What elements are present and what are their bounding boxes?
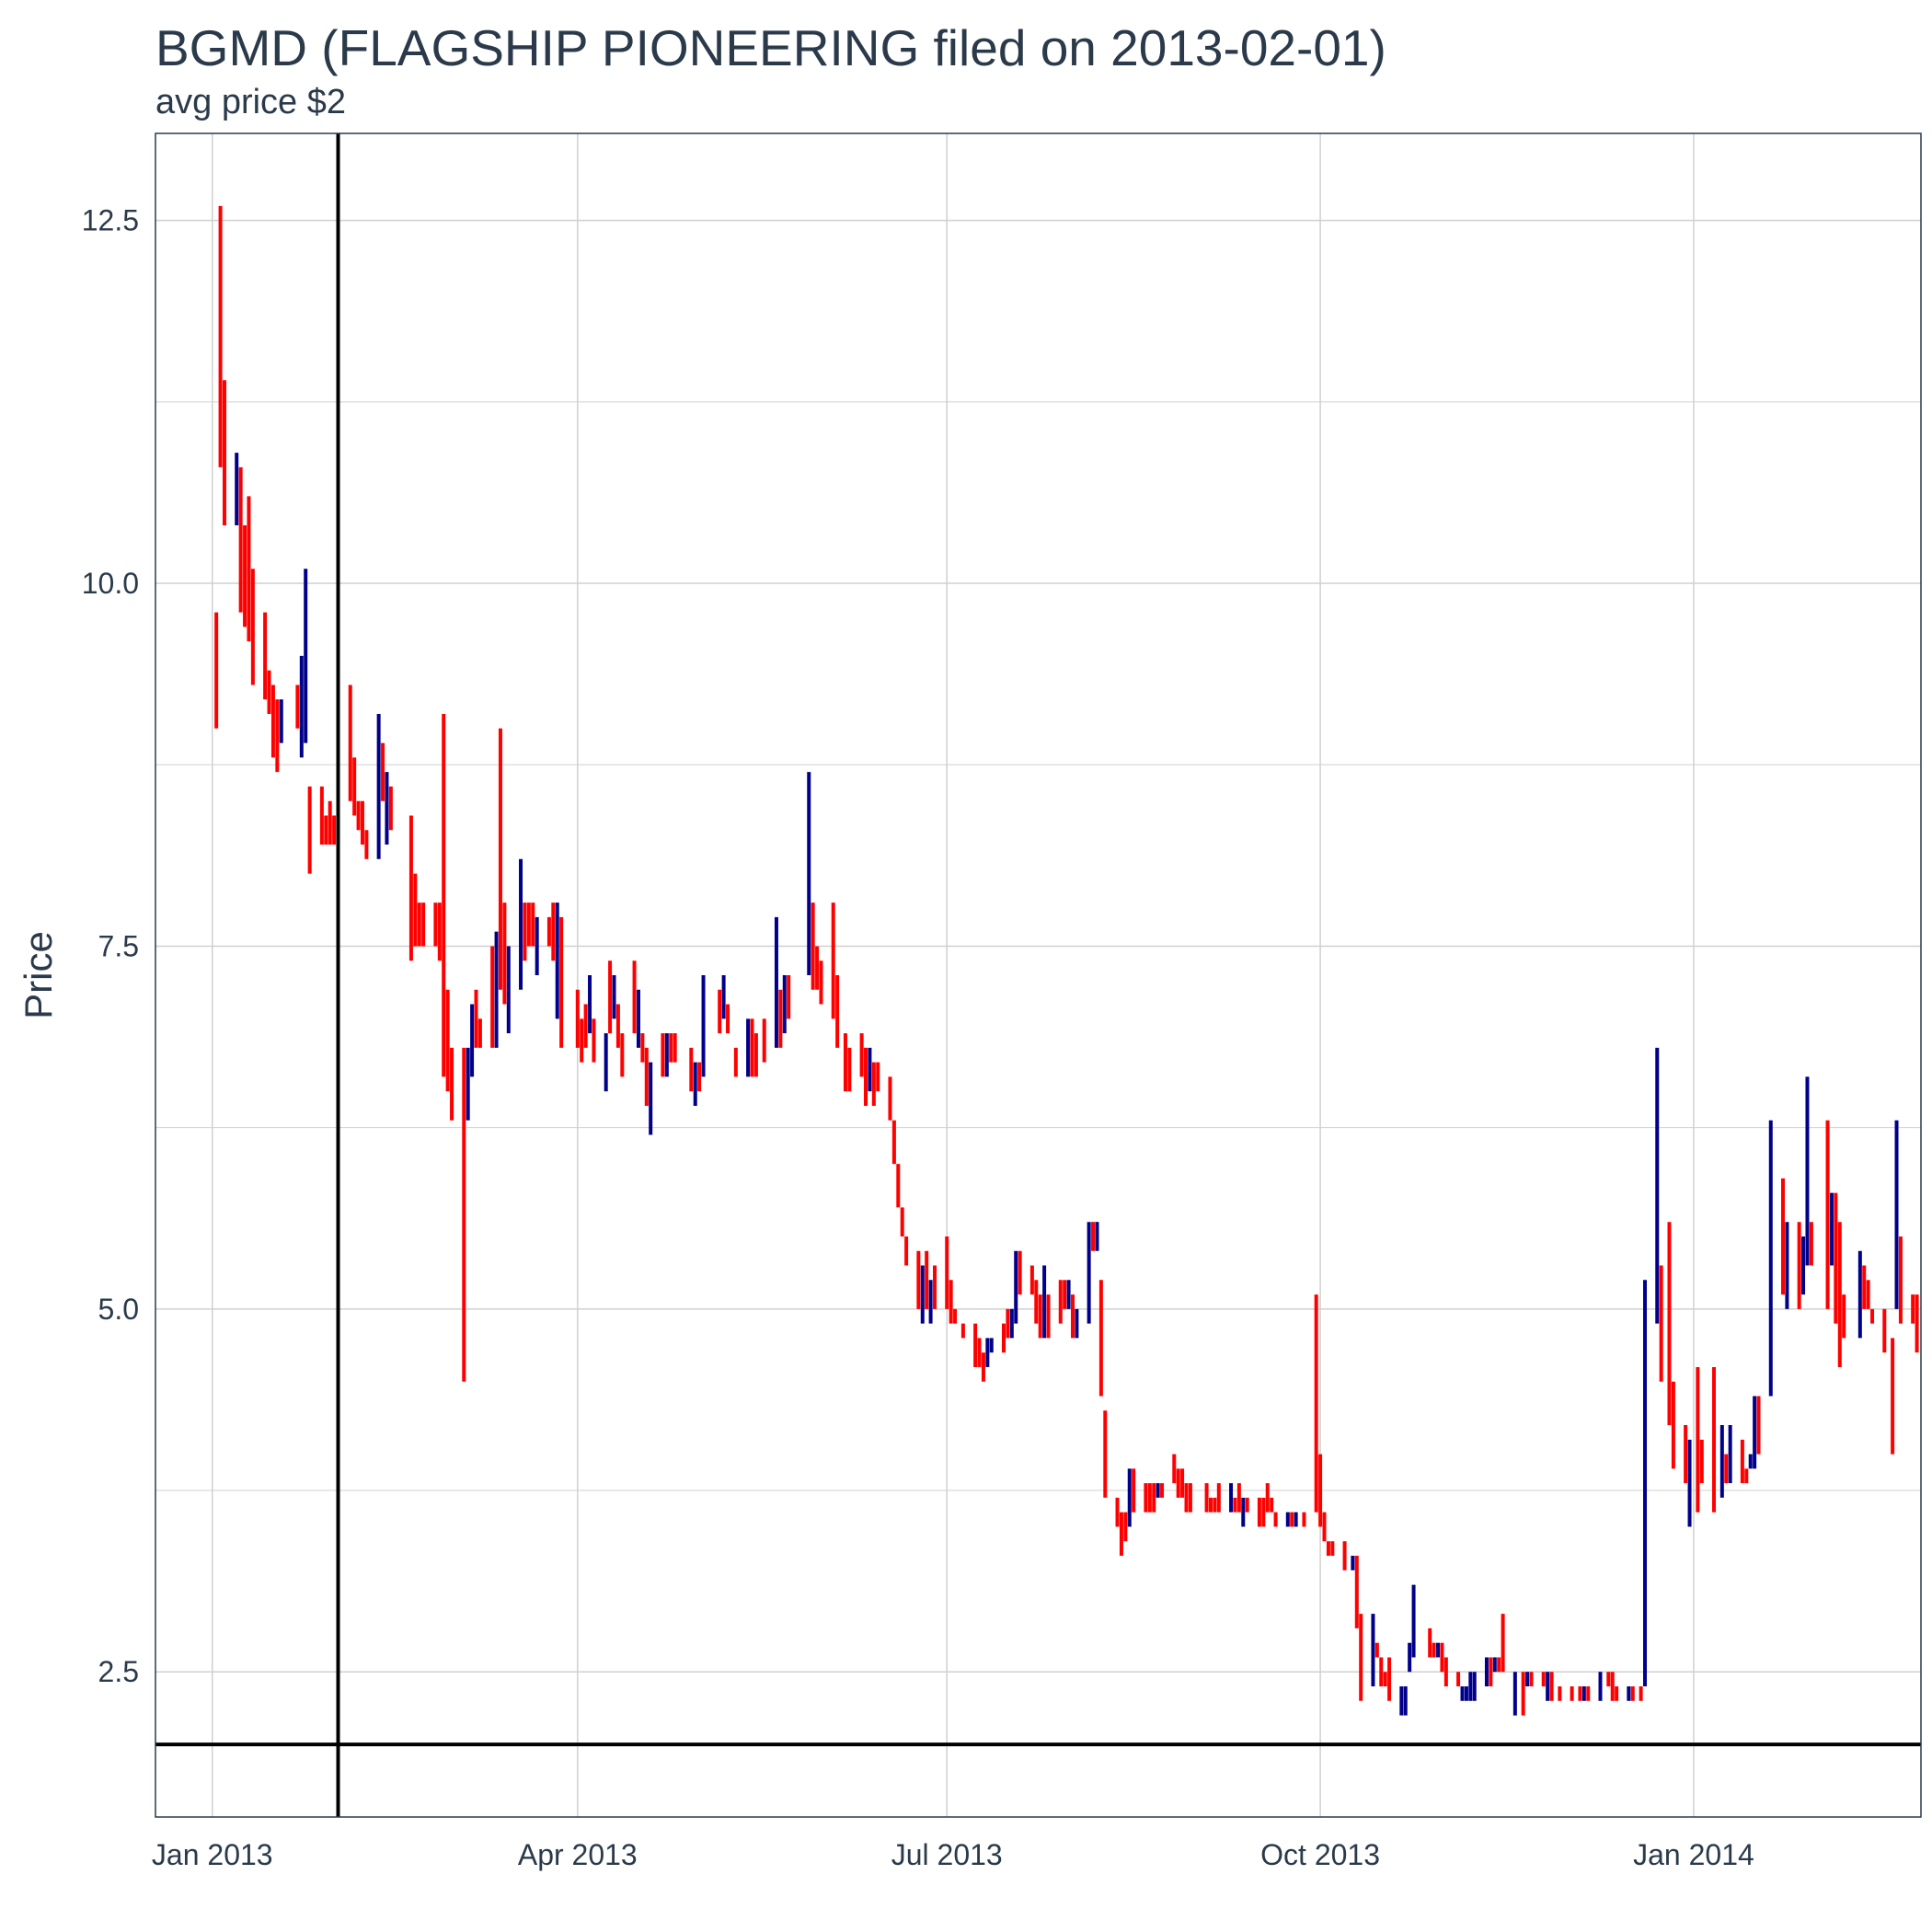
y-tick-label: 7.5 <box>98 929 139 962</box>
x-tick-label: Jul 2013 <box>891 1838 1003 1871</box>
price-bars <box>214 205 1919 1716</box>
y-tick-label: 5.0 <box>98 1293 139 1326</box>
y-tick-label: 2.5 <box>98 1655 139 1688</box>
x-tick-label: Oct 2013 <box>1260 1838 1380 1871</box>
x-tick-label: Jan 2014 <box>1633 1838 1754 1871</box>
chart-title: BGMD (FLAGSHIP PIONEERING filed on 2013-… <box>155 19 1386 76</box>
y-axis-title: Price <box>17 931 60 1019</box>
plot-panel <box>155 133 1921 1817</box>
y-tick-label: 10.0 <box>82 567 139 600</box>
axis-ticks: 2.5 5.0 7.5 10.0 12.5 Jan 2013 Apr 2013 Jul 201… <box>82 204 1754 1871</box>
x-tick-label: Apr 2013 <box>518 1838 638 1871</box>
reference-lines <box>155 133 1921 1817</box>
grid-layer <box>155 133 1921 1817</box>
chart-subtitle: avg price $2 <box>155 83 347 121</box>
x-tick-label: Jan 2013 <box>152 1838 273 1871</box>
plot-border <box>155 132 1922 1818</box>
y-tick-label: 12.5 <box>82 204 139 237</box>
